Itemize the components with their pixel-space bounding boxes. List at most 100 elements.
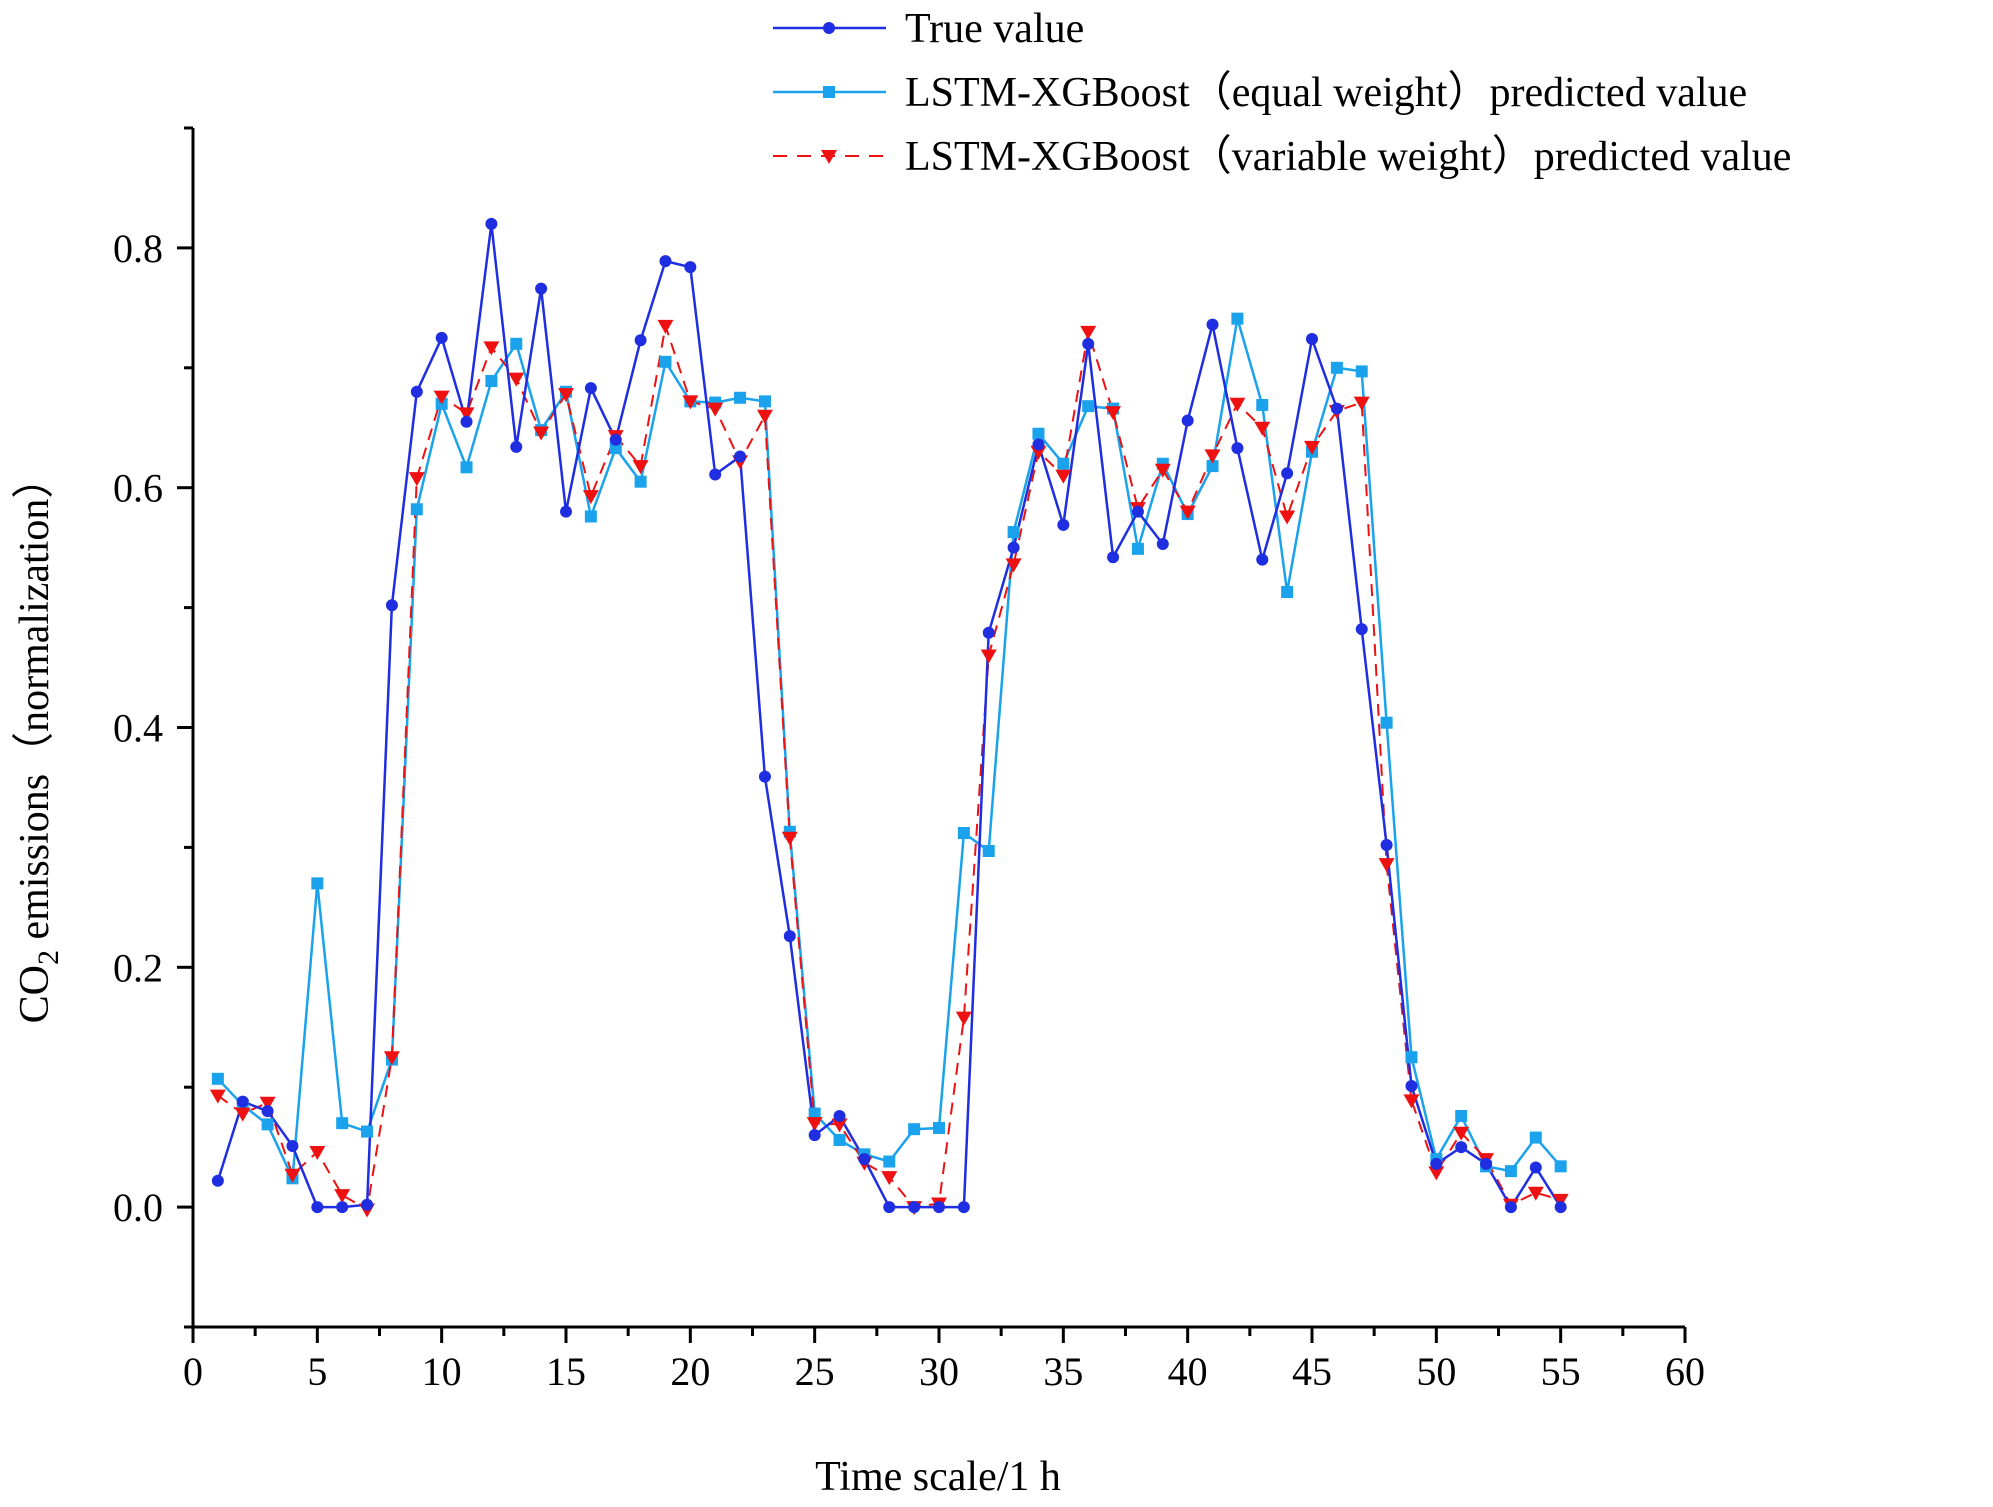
data-point-equal-weight <box>1131 542 1144 555</box>
data-point-true-value <box>684 261 697 274</box>
legend-marker-variable-weight <box>821 150 837 164</box>
x-tick-label: 55 <box>1541 1349 1581 1394</box>
data-point-true-value <box>336 1201 349 1214</box>
data-point-variable-weight <box>458 407 475 422</box>
data-point-true-value <box>783 930 796 943</box>
data-point-equal-weight <box>1529 1131 1542 1144</box>
legend: True value LSTM-XGBoost（equal weight）pred… <box>773 6 1791 180</box>
data-point-equal-weight <box>1206 460 1219 473</box>
data-point-true-value <box>1057 518 1070 531</box>
data-point-true-value <box>410 385 423 398</box>
data-point-variable-weight <box>334 1189 351 1204</box>
data-point-equal-weight <box>410 503 423 516</box>
legend-marker-true-value <box>823 22 835 34</box>
y-tick-label: 0.0 <box>113 1185 163 1230</box>
data-point-true-value <box>211 1174 224 1187</box>
data-point-true-value <box>758 770 771 783</box>
data-point-variable-weight <box>259 1096 276 1111</box>
data-point-variable-weight <box>383 1051 400 1066</box>
data-point-variable-weight <box>1552 1193 1569 1208</box>
data-point-true-value <box>609 433 622 446</box>
data-point-true-value <box>1529 1161 1542 1174</box>
data-point-variable-weight <box>1204 449 1221 464</box>
data-point-true-value <box>982 626 995 639</box>
data-point-equal-weight <box>957 827 970 840</box>
plot-markers <box>209 217 1569 1218</box>
data-point-true-value <box>1131 505 1144 518</box>
data-point-true-value <box>485 217 498 230</box>
data-point-true-value <box>933 1201 945 1214</box>
data-point-equal-weight <box>833 1133 846 1146</box>
data-point-variable-weight <box>657 319 674 334</box>
data-point-equal-weight <box>659 355 672 368</box>
data-point-equal-weight <box>1355 365 1368 378</box>
data-point-true-value <box>1306 333 1318 346</box>
data-point-variable-weight <box>632 460 649 475</box>
series-line-variable-weight <box>217 325 1561 1212</box>
data-point-equal-weight <box>261 1118 274 1131</box>
y-ticks: 0.0 0.2 0.4 0.6 0.8 <box>113 126 193 1329</box>
data-point-equal-weight <box>510 337 523 350</box>
y-tick-label: 0.8 <box>113 226 163 271</box>
data-point-equal-weight <box>933 1121 945 1134</box>
data-point-variable-weight <box>881 1171 898 1186</box>
data-point-equal-weight <box>1504 1165 1517 1178</box>
data-point-equal-weight <box>1057 457 1070 470</box>
data-point-variable-weight <box>433 390 450 405</box>
x-tick-label: 20 <box>670 1349 710 1394</box>
data-point-variable-weight <box>1080 325 1097 340</box>
data-point-true-value <box>1231 442 1244 455</box>
data-point-variable-weight <box>781 831 798 846</box>
data-point-variable-weight <box>1279 510 1296 525</box>
x-tick-label: 50 <box>1416 1349 1456 1394</box>
data-point-true-value <box>311 1201 324 1214</box>
data-point-true-value <box>286 1139 299 1152</box>
data-point-true-value <box>659 255 672 268</box>
data-point-true-value <box>1281 467 1294 480</box>
x-tick-label: 60 <box>1665 1349 1705 1394</box>
data-point-variable-weight <box>1403 1094 1420 1109</box>
data-point-equal-weight <box>485 374 498 387</box>
data-point-variable-weight <box>533 426 550 441</box>
data-point-equal-weight <box>1554 1160 1567 1173</box>
data-point-equal-weight <box>1405 1051 1418 1064</box>
x-axis-title: Time scale/1 h <box>815 1454 1061 1500</box>
data-point-equal-weight <box>758 395 771 408</box>
data-point-true-value <box>1156 538 1169 551</box>
data-point-true-value <box>634 334 647 347</box>
data-point-equal-weight <box>1032 427 1045 440</box>
data-point-equal-weight <box>1007 526 1020 539</box>
data-point-equal-weight <box>336 1117 349 1130</box>
x-tick-label: 10 <box>422 1349 462 1394</box>
data-point-true-value <box>883 1201 896 1214</box>
data-point-variable-weight <box>707 402 724 417</box>
data-point-variable-weight <box>284 1168 301 1183</box>
data-point-equal-weight <box>1455 1109 1468 1122</box>
data-point-variable-weight <box>1105 406 1122 421</box>
data-point-variable-weight <box>408 472 425 487</box>
y-axis-title-subscript: 2 <box>32 950 65 965</box>
data-point-true-value <box>1554 1201 1567 1214</box>
x-tick-label: 40 <box>1168 1349 1208 1394</box>
data-point-true-value <box>1082 337 1095 350</box>
x-tick-label: 45 <box>1292 1349 1332 1394</box>
data-point-true-value <box>510 440 523 453</box>
data-point-equal-weight <box>584 510 597 523</box>
data-point-equal-weight <box>1330 361 1343 374</box>
data-point-equal-weight <box>1380 716 1393 729</box>
data-point-variable-weight <box>558 388 574 403</box>
x-tick-label: 0 <box>183 1349 203 1394</box>
data-point-variable-weight <box>234 1107 251 1122</box>
data-point-equal-weight <box>361 1125 374 1138</box>
data-point-equal-weight <box>1281 586 1294 599</box>
legend-marker-equal-weight <box>823 86 835 98</box>
data-point-equal-weight <box>883 1155 896 1168</box>
data-point-true-value <box>1256 553 1269 566</box>
data-point-true-value <box>1504 1201 1517 1214</box>
data-point-true-value <box>385 599 398 612</box>
data-point-variable-weight <box>582 490 599 505</box>
data-point-variable-weight <box>955 1011 972 1026</box>
data-point-variable-weight <box>1527 1186 1544 1201</box>
x-ticks: 0 5 10 15 20 25 30 35 40 45 50 55 60 <box>183 1327 1705 1394</box>
data-point-true-value <box>908 1201 921 1214</box>
